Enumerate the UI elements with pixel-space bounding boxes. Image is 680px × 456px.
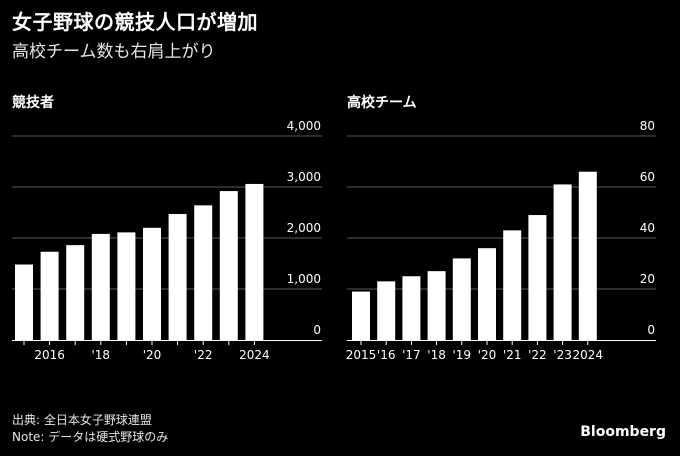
teams-x-tick-label: '22 (528, 348, 547, 362)
teams-bar (377, 281, 396, 340)
teams-x-tick-label: '17 (402, 348, 421, 362)
teams-x-tick-label: 2024 (573, 348, 604, 362)
players-bar (117, 232, 136, 340)
players-x-tick-label: '18 (92, 348, 111, 362)
source-note: 出典: 全日本女子野球連盟 (12, 413, 152, 427)
teams-bar (427, 271, 446, 340)
players-bar (245, 183, 264, 340)
players-y-tick-label: 3,000 (287, 170, 321, 184)
players-x-tick-label: 2016 (34, 348, 65, 362)
players-bar (91, 233, 110, 340)
players-bar (194, 205, 213, 340)
players-y-tick-label: 0 (313, 323, 321, 337)
teams-x-tick-label: '19 (453, 348, 472, 362)
teams-bar (553, 184, 572, 340)
players-x-tick-label: '22 (194, 348, 213, 362)
teams-y-tick-label: 20 (640, 272, 655, 286)
bloomberg-logo: Bloomberg (580, 424, 666, 440)
teams-bar (578, 171, 597, 340)
players-bar (168, 214, 187, 340)
teams-bar (478, 248, 496, 340)
teams-bar (352, 291, 370, 340)
teams-y-tick-label: 0 (647, 323, 655, 337)
players-bar (219, 191, 238, 340)
chart-title: 女子野球の競技人口が増加 (12, 10, 258, 34)
teams-panel-title: 高校チーム (347, 95, 417, 111)
footnote: Note: データは硬式野球のみ (12, 430, 169, 444)
players-y-tick-label: 4,000 (287, 119, 321, 133)
players-panel-title: 競技者 (12, 95, 54, 111)
teams-x-tick-label: '21 (503, 348, 522, 362)
players-x-tick-label: '20 (143, 348, 162, 362)
teams-bar (402, 276, 421, 340)
teams-x-tick-label: '23 (553, 348, 572, 362)
teams-x-tick-label: 2015 (346, 348, 377, 362)
teams-x-tick-label: '16 (377, 348, 396, 362)
teams-bar (528, 215, 547, 340)
teams-y-tick-label: 60 (640, 170, 655, 184)
players-y-tick-label: 1,000 (287, 272, 321, 286)
teams-x-tick-label: '20 (478, 348, 497, 362)
players-bar (143, 227, 161, 340)
teams-bar (452, 258, 471, 340)
players-bar (66, 245, 85, 340)
players-bar (15, 264, 33, 340)
chart-subtitle: 高校チーム数も右肩上がり (12, 42, 216, 62)
teams-bar (503, 230, 522, 340)
players-y-tick-label: 2,000 (287, 221, 321, 235)
players-bar (40, 251, 59, 340)
teams-y-tick-label: 40 (640, 221, 655, 235)
teams-y-tick-label: 80 (640, 119, 655, 133)
players-x-tick-label: 2024 (239, 348, 270, 362)
teams-x-tick-label: '18 (427, 348, 446, 362)
